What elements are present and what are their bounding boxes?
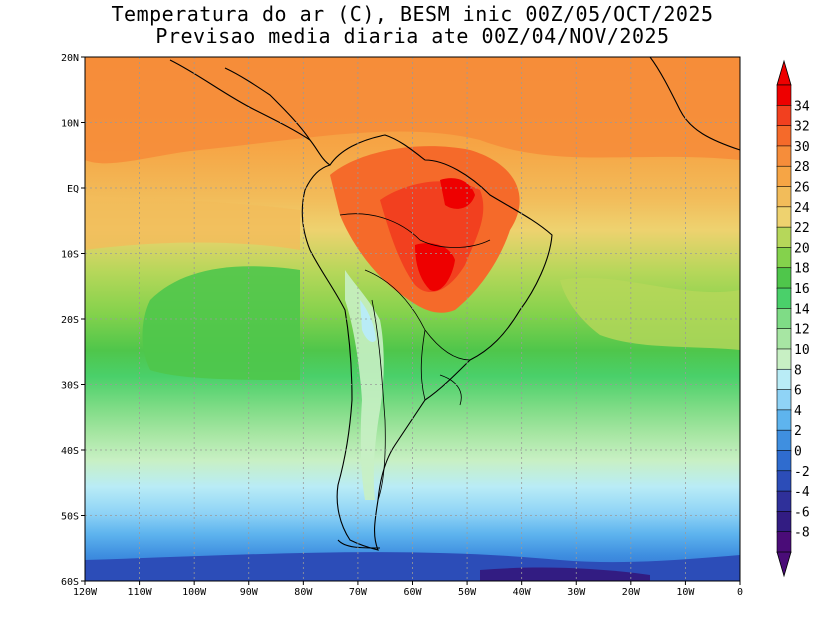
- colorbar-segment: [776, 165, 792, 188]
- colorbar-label: 4: [794, 404, 802, 419]
- colorbar-label: -4: [794, 485, 810, 500]
- x-tick-label: 90W: [240, 587, 259, 598]
- border-amazon: [339, 213, 491, 248]
- colorbar-segment: [776, 84, 792, 107]
- y-tick-label: 20S: [61, 315, 79, 326]
- x-tick-label: 120W: [73, 587, 98, 598]
- y-tick-label: 10N: [61, 119, 79, 130]
- colorbar-label: 18: [794, 262, 810, 277]
- colorbar-label: 22: [794, 221, 810, 236]
- colorbar-label: 28: [794, 160, 810, 175]
- pacific-cool-band: [85, 195, 300, 250]
- border-uruguay: [439, 374, 462, 406]
- colorbar-label: 30: [794, 140, 810, 155]
- colorbar-segment: [776, 328, 792, 350]
- colorbar-label: -6: [794, 505, 810, 520]
- colorbar-segment: [776, 145, 792, 168]
- colorbar-label: 34: [794, 99, 810, 114]
- colorbar-segment: [776, 186, 792, 208]
- colorbar-segment: [776, 308, 792, 330]
- y-tick-label: 50S: [61, 512, 79, 523]
- y-tick-label: 30S: [61, 381, 79, 392]
- colorbar-segment: [776, 226, 792, 249]
- colorbar-label: 0: [794, 444, 802, 459]
- colorbar-label: 12: [794, 323, 810, 338]
- chart-title-line-2: Previsao media diaria ate 00Z/04/NOV/202…: [155, 24, 670, 48]
- border-bolivia-brazil: [364, 269, 471, 361]
- chart-title-line-1: Temperatura do ar (C), BESM inic 00Z/05/…: [111, 2, 714, 26]
- colorbar-label: 32: [794, 120, 810, 135]
- colorbar-segment: [776, 429, 792, 452]
- x-tick-label: 20W: [622, 587, 641, 598]
- colorbar-top-arrow: [776, 59, 792, 86]
- y-tick-label: 60S: [61, 577, 79, 588]
- colorbar-label: 2: [794, 424, 802, 439]
- southern-coldest-band: [480, 567, 650, 581]
- x-tick-label: 70W: [349, 587, 368, 598]
- africa-coast: [649, 57, 740, 151]
- colorbar-segment: [776, 531, 792, 553]
- colorbar-segment: [776, 470, 792, 492]
- atlantic-cool-tongue: [560, 277, 740, 350]
- coastlines: [169, 57, 740, 551]
- colorbar-segment: [776, 267, 792, 289]
- border-paraguay: [420, 329, 426, 401]
- colorbar-label: -8: [794, 526, 810, 541]
- andes-cool-strip: [345, 270, 384, 500]
- colorbar-segment: [776, 105, 792, 127]
- x-tick-label: 40W: [513, 587, 532, 598]
- x-tick-label: 50W: [458, 587, 477, 598]
- pacific-green-bulge: [142, 266, 300, 380]
- colorbar-segment: [776, 409, 792, 431]
- altiplano-cold-spot: [360, 300, 376, 342]
- colorbar-label: 14: [794, 302, 810, 317]
- colorbar-segment: [776, 206, 792, 228]
- x-tick-label: 100W: [182, 587, 207, 598]
- colorbar-segment: [776, 247, 792, 269]
- x-tick-label: 30W: [567, 587, 586, 598]
- colorbar-label: 10: [794, 343, 810, 358]
- y-tick-label: 20N: [61, 53, 79, 64]
- south-america-coast: [169, 59, 553, 551]
- brazil-max-core: [415, 243, 455, 291]
- colorbar-segment: [776, 125, 792, 147]
- colorbar-segment: [776, 511, 792, 533]
- colorbar-label: 8: [794, 363, 802, 378]
- x-tick-label: 110W: [128, 587, 153, 598]
- colorbar-segment: [776, 389, 792, 411]
- y-tick-label: 40S: [61, 446, 79, 457]
- amazon-max-core: [440, 178, 475, 209]
- colorbar-segment: [776, 287, 792, 310]
- colorbar-label: 20: [794, 241, 810, 256]
- colorbar-segment: [776, 368, 792, 391]
- brazil-hot-core: [380, 181, 484, 293]
- y-tick-label: 10S: [61, 250, 79, 261]
- country-borders: [339, 213, 491, 501]
- gridlines: [85, 57, 740, 581]
- x-tick-label: 80W: [294, 587, 313, 598]
- colorbar-label: -2: [794, 465, 810, 480]
- x-tick-label: 10W: [676, 587, 695, 598]
- colorbar-label: 6: [794, 384, 802, 399]
- x-tick-label: 0: [737, 587, 743, 598]
- colorbar-bottom-arrow: [776, 551, 792, 578]
- x-tick-label: 60W: [403, 587, 422, 598]
- border-chile-argentina: [371, 299, 386, 501]
- colorbar-segment: [776, 490, 792, 513]
- y-axis: 20N 10N EQ 10S 20S 30S 40S 50S 60S: [61, 53, 85, 588]
- central-america-coast: [224, 67, 311, 141]
- y-tick-label: EQ: [67, 184, 79, 195]
- colorbar-segment: [776, 450, 792, 472]
- tierra-del-fuego-coast: [337, 539, 381, 549]
- colorbar-segment: [776, 348, 792, 371]
- colorbar-label: 24: [794, 201, 810, 216]
- colorbar-label: 26: [794, 181, 810, 196]
- colorbar-label: 16: [794, 282, 810, 297]
- x-axis: 120W 110W 100W 90W 80W 70W 60W 50W 40W 30W 20W 10W 0: [73, 581, 743, 598]
